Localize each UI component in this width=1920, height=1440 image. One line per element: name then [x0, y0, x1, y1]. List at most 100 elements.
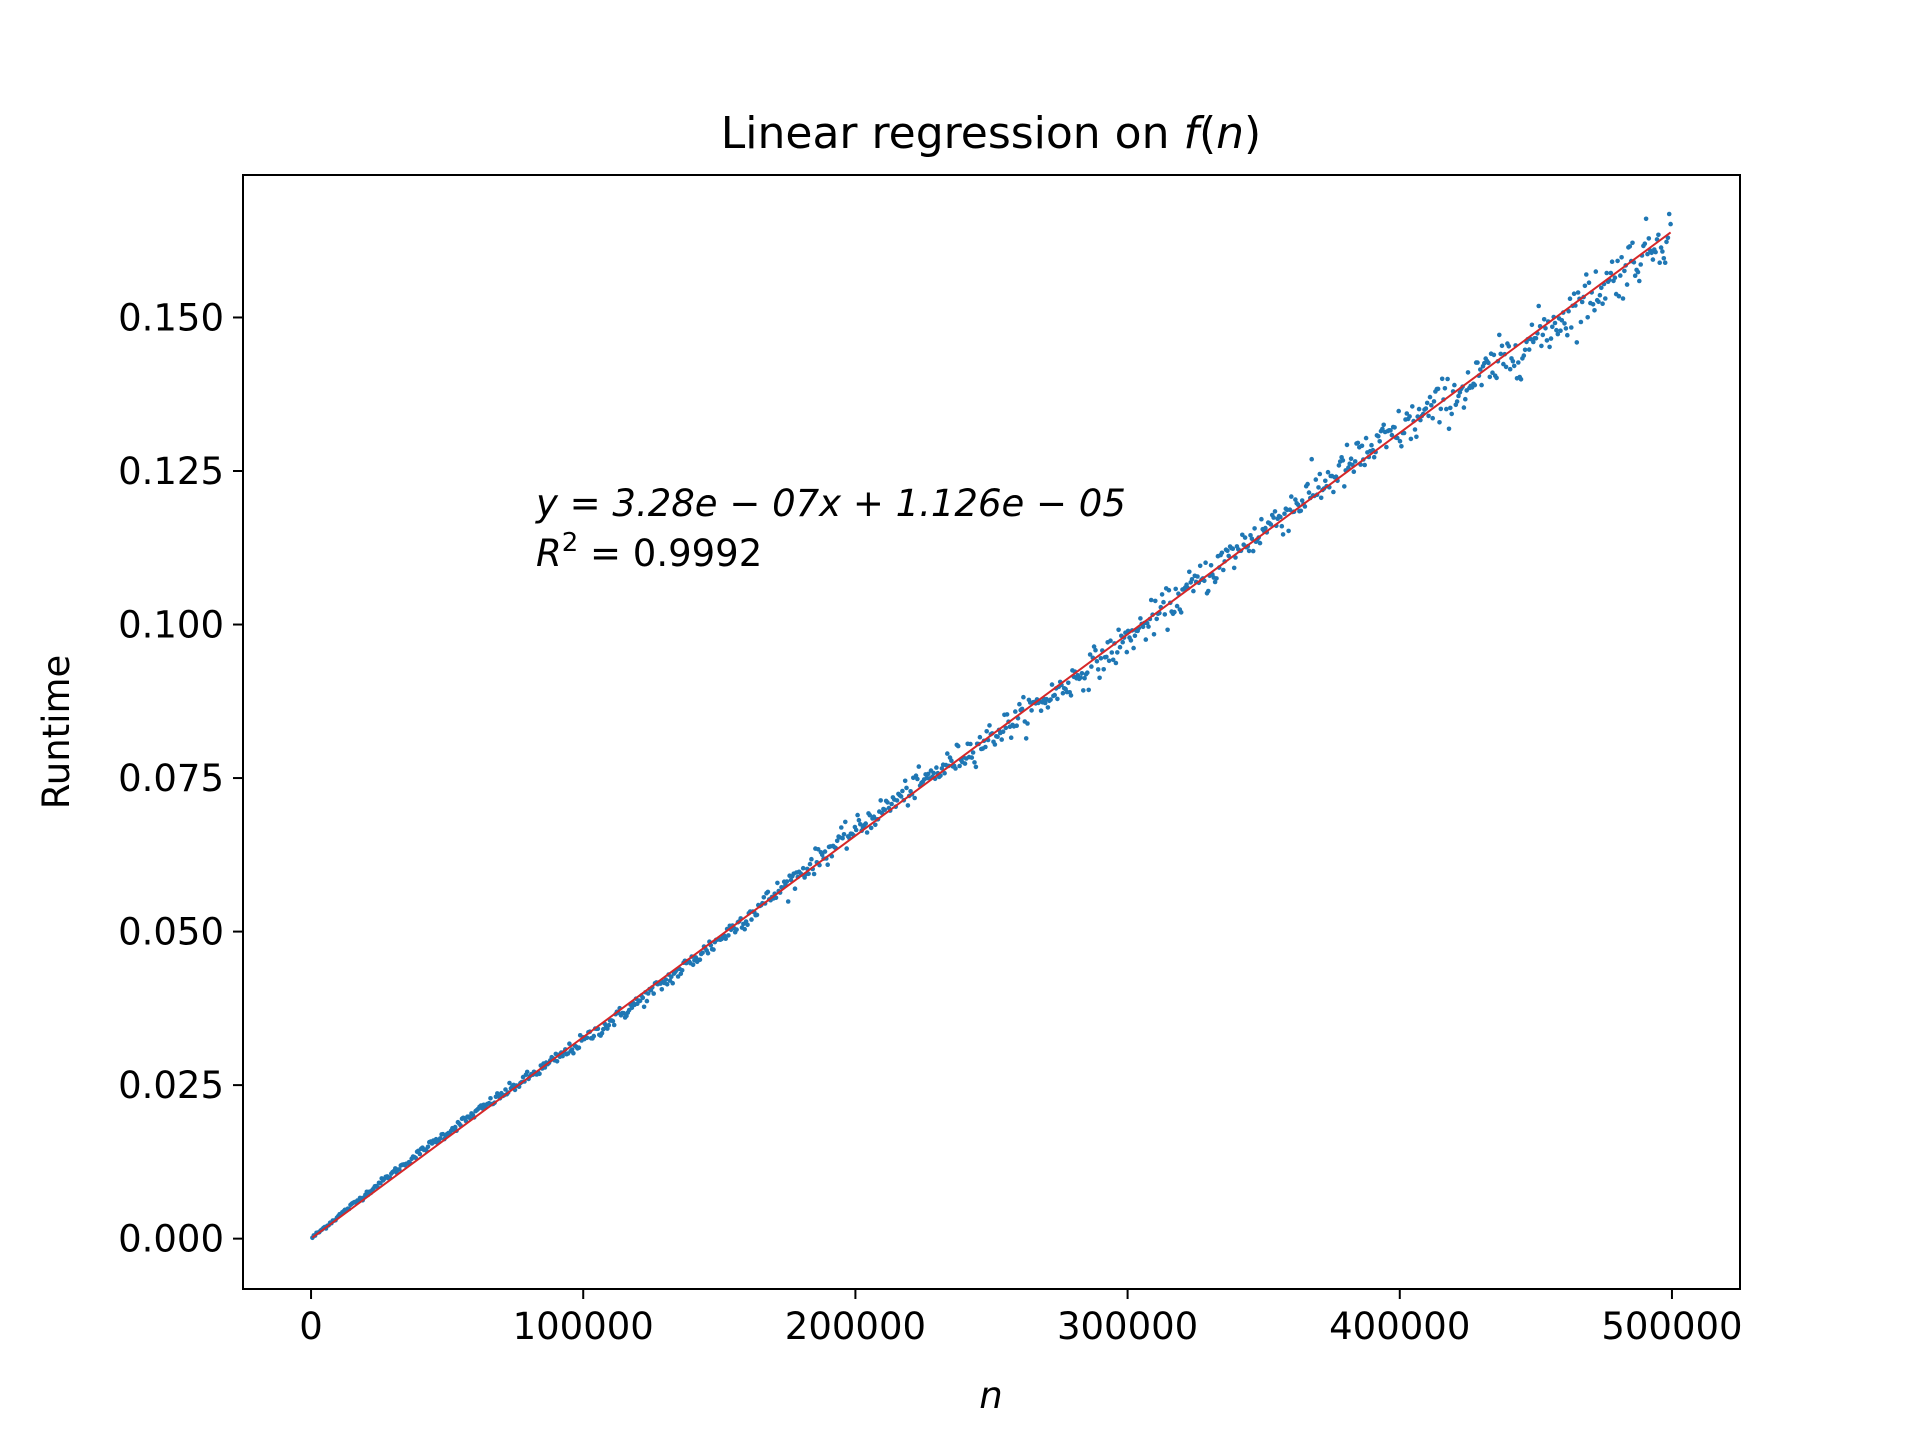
scatter-point	[912, 795, 917, 801]
x-tick-label: 100000	[513, 1305, 654, 1348]
scatter-point	[1101, 667, 1106, 672]
scatter-point	[584, 1035, 590, 1041]
scatter-point	[1446, 426, 1452, 432]
scatter-point	[1197, 563, 1203, 569]
scatter-point	[1578, 319, 1584, 325]
scatter-point	[788, 877, 794, 883]
scatter-point	[1082, 675, 1087, 681]
scatter-point	[754, 912, 760, 918]
scatter-point	[853, 827, 859, 833]
scatter-point	[1518, 377, 1524, 382]
scatter-point	[1472, 382, 1478, 388]
scatter-point	[1430, 415, 1435, 421]
scatter-point	[1013, 709, 1018, 714]
scatter-point	[809, 856, 814, 862]
scatter-point	[1173, 586, 1178, 592]
scatter-point	[1442, 386, 1448, 391]
scatter-point	[663, 977, 669, 982]
scatter-point	[1567, 296, 1573, 302]
scatter-point	[645, 991, 651, 996]
scatter-point	[844, 846, 849, 851]
scatter-point	[1225, 548, 1230, 553]
scatter-point	[1407, 414, 1412, 419]
scatter-point	[742, 926, 747, 932]
x-tick-label: 400000	[1329, 1305, 1470, 1348]
scatter-point	[601, 1026, 606, 1032]
scatter-point	[878, 798, 883, 803]
scatter-point	[507, 1080, 512, 1086]
scatter-point	[1231, 565, 1237, 571]
scatter-point	[885, 800, 890, 805]
scatter-point	[1143, 637, 1149, 642]
scatter-point	[1346, 465, 1351, 470]
scatter-point	[1377, 439, 1382, 444]
scatter-point	[1381, 422, 1386, 428]
scatter-point	[1097, 675, 1102, 681]
scatter-point	[800, 865, 806, 871]
scatter-point	[894, 798, 900, 803]
scatter-point	[425, 1144, 431, 1150]
scatter-point	[651, 991, 656, 996]
scatter-point	[1003, 725, 1009, 731]
scatter-point	[1596, 299, 1601, 305]
r-squared-annotation: R2 = 0.9992	[536, 528, 762, 575]
scatter-point	[882, 807, 888, 813]
scatter-point	[1478, 367, 1483, 372]
scatter-point	[1658, 245, 1664, 250]
scatter-point	[1108, 638, 1113, 643]
scatter-point	[1293, 497, 1298, 502]
scatter-point	[629, 1005, 635, 1010]
scatter-point	[1093, 647, 1098, 653]
scatter-point	[1661, 255, 1667, 261]
scatter-point	[775, 880, 780, 886]
scatter-point	[1305, 481, 1310, 487]
scatter-point	[1302, 504, 1308, 509]
scatter-point	[1299, 498, 1305, 503]
scatter-point	[1263, 525, 1268, 531]
scatter-point	[1521, 353, 1527, 358]
scatter-point	[1619, 254, 1624, 260]
scatter-point	[1522, 347, 1528, 353]
scatter-point	[1272, 509, 1278, 514]
scatter-point	[1590, 302, 1596, 307]
scatter-point	[1250, 548, 1256, 554]
scatter-point	[1503, 364, 1509, 370]
scatter-point	[1533, 336, 1539, 341]
scatter-point	[792, 886, 798, 891]
scatter-point	[1362, 462, 1367, 468]
scatter-point	[1282, 511, 1287, 516]
scatter-point	[569, 1047, 575, 1052]
scatter-point	[1085, 670, 1090, 675]
scatter-point	[1399, 444, 1404, 449]
scatter-point	[840, 835, 845, 841]
scatter-point	[726, 933, 731, 938]
scatter-point	[1271, 515, 1276, 520]
scatter-point	[1146, 624, 1151, 629]
scatter-point	[1599, 285, 1604, 291]
scatter-point	[1138, 616, 1143, 621]
scatter-point	[955, 743, 961, 749]
scatter-point	[554, 1059, 560, 1064]
scatter-point	[1184, 582, 1189, 587]
scatter-point	[1014, 723, 1019, 728]
scatter-point	[1454, 399, 1460, 404]
x-tick-label: 300000	[1057, 1305, 1198, 1348]
scatter-point	[1023, 736, 1029, 741]
scatter-point	[1627, 244, 1633, 249]
scatter-point	[1593, 269, 1599, 274]
scatter-point	[1586, 280, 1592, 286]
scatter-point	[1657, 260, 1662, 266]
scatter-point	[1219, 550, 1225, 556]
scatter-point	[690, 962, 696, 968]
scatter-point	[1318, 495, 1324, 501]
y-tick-label: 0.050	[118, 911, 224, 954]
scatter-point	[1666, 211, 1672, 217]
scatter-point	[641, 1004, 647, 1010]
scatter-point	[939, 766, 945, 771]
scatter-point	[1603, 296, 1608, 301]
scatter-point	[972, 760, 977, 765]
scatter-point	[784, 879, 790, 884]
scatter-point	[1278, 514, 1283, 520]
